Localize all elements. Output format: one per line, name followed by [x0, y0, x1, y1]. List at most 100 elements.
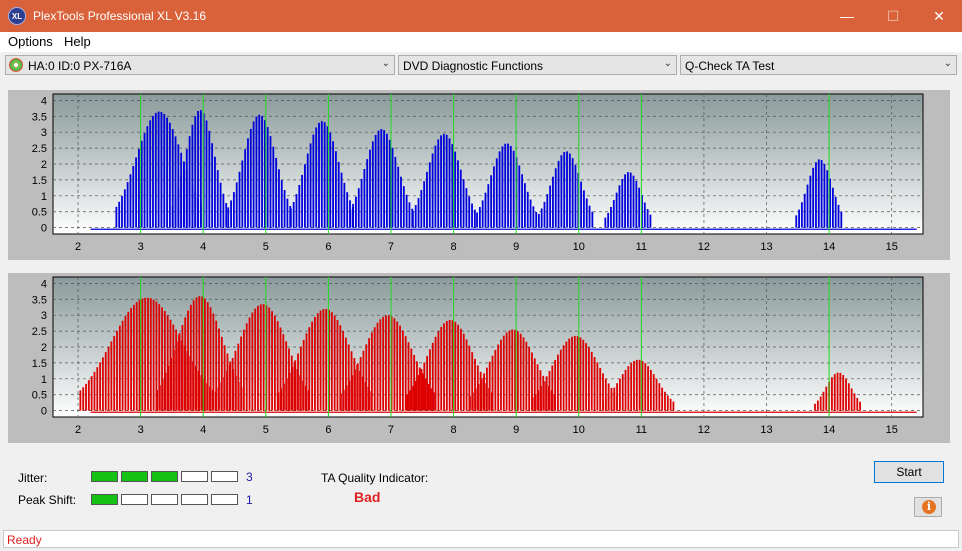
bar [177, 187, 180, 228]
bar [265, 305, 268, 411]
bar [566, 151, 568, 228]
bar [407, 342, 410, 411]
x-tick-label: 14 [823, 424, 835, 436]
bar [429, 349, 431, 411]
bar [624, 174, 626, 228]
bar [171, 206, 174, 228]
bar [123, 189, 126, 228]
bar [209, 307, 212, 411]
menu-options[interactable]: Options [8, 34, 53, 49]
bar [273, 315, 276, 411]
status-bar: Ready [3, 530, 959, 548]
bar [121, 195, 123, 228]
bar [661, 387, 664, 411]
menu-help[interactable]: Help [64, 34, 91, 49]
bar [220, 336, 223, 411]
bar [580, 181, 583, 228]
bar [481, 200, 484, 228]
bar [533, 358, 536, 411]
bar [304, 164, 306, 228]
bar [649, 369, 652, 411]
bar [157, 111, 160, 228]
bar [333, 315, 336, 411]
bar [399, 325, 401, 411]
bar [144, 297, 147, 411]
bar [401, 330, 404, 411]
bar [413, 354, 416, 411]
start-button[interactable]: Start [874, 461, 944, 483]
bar [524, 183, 526, 228]
bar [546, 194, 549, 228]
bar [477, 383, 480, 411]
bar [298, 184, 301, 228]
drive-select[interactable]: HA:0 ID:0 PX-716A ⌄ [5, 55, 395, 75]
bar [486, 367, 488, 411]
bar [434, 336, 437, 411]
bar [205, 120, 208, 228]
bar [116, 330, 118, 411]
x-tick-label: 13 [760, 424, 772, 436]
bar [306, 153, 309, 228]
bar [342, 389, 345, 411]
bar [632, 175, 635, 228]
bar [357, 188, 360, 228]
bar [535, 211, 538, 228]
bar [135, 157, 137, 228]
bar [568, 338, 571, 411]
bar [426, 171, 428, 228]
bar [266, 127, 269, 228]
bar [412, 385, 414, 411]
bar [259, 304, 262, 411]
bar [351, 375, 354, 411]
x-tick-label: 9 [513, 241, 519, 253]
bar [107, 346, 110, 411]
x-tick-label: 9 [513, 424, 519, 436]
bar [483, 373, 485, 411]
bar [285, 378, 288, 411]
bar [633, 360, 635, 411]
info-button[interactable]: i [914, 497, 942, 517]
bar [795, 215, 798, 228]
bar [171, 129, 174, 228]
bar [261, 115, 263, 228]
bar [522, 337, 525, 411]
bar [850, 388, 853, 411]
bar [836, 372, 839, 411]
bar [837, 204, 840, 228]
bar [271, 311, 273, 411]
bar [825, 386, 828, 411]
maximize-button[interactable]: ☐ [886, 8, 900, 24]
bar [299, 346, 302, 411]
bar [630, 363, 633, 411]
peak-shift-meter [91, 494, 238, 505]
bar [474, 388, 477, 411]
bar [655, 378, 658, 411]
close-button[interactable]: ✕ [933, 8, 945, 24]
jitter-label: Jitter: [18, 471, 48, 485]
bar [526, 191, 529, 228]
bar [388, 139, 391, 228]
bar [423, 362, 426, 411]
bar [557, 354, 559, 411]
bar [291, 366, 294, 411]
bar [130, 308, 132, 411]
bar [826, 170, 829, 228]
bar [251, 312, 254, 411]
jitter-segment [181, 471, 208, 482]
bar [158, 304, 161, 411]
bar [635, 359, 638, 411]
chevron-down-icon: ⌄ [381, 58, 390, 69]
bar [488, 361, 491, 411]
bar [368, 338, 370, 411]
bar [204, 298, 206, 411]
test-select[interactable]: Q-Check TA Test ⌄ [680, 55, 957, 75]
bar [279, 327, 282, 411]
y-tick-label: 3 [41, 310, 47, 322]
minimize-button[interactable]: — [840, 8, 854, 24]
function-select[interactable]: DVD Diagnostic Functions ⌄ [398, 55, 677, 75]
bar [201, 296, 204, 411]
bar [138, 300, 141, 411]
bar [154, 112, 157, 228]
bar [174, 198, 177, 228]
bar [428, 162, 431, 228]
